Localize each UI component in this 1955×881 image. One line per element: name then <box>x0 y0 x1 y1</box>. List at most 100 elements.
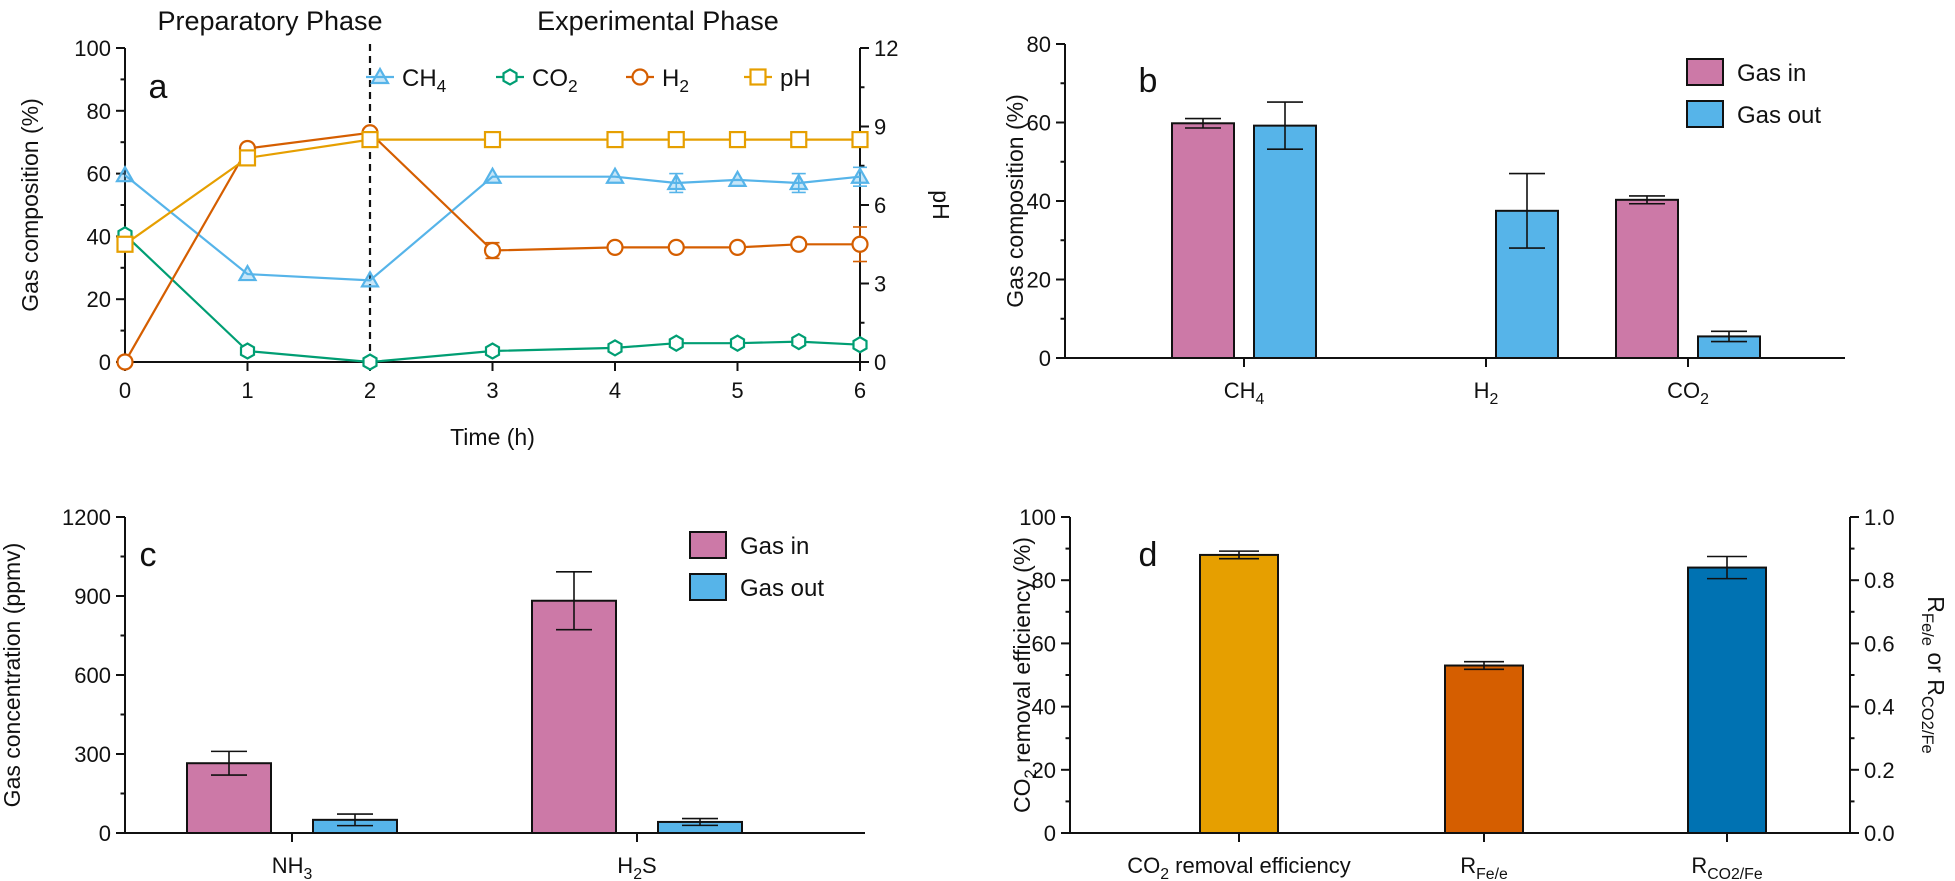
a-point-ch4 <box>360 270 380 288</box>
b-legend-swatch <box>1686 100 1724 128</box>
b-category-label-part: 2 <box>1490 391 1499 408</box>
c-category-label-part: H <box>617 853 633 878</box>
a-panel-letter: a <box>149 68 168 106</box>
a-legend-label-part: H <box>662 65 679 92</box>
d-y2-label-part: Fe/e <box>1918 613 1937 646</box>
b-bar <box>1615 198 1679 359</box>
c-legend-swatch <box>689 573 727 601</box>
d-y2-tick-label: 0.8 <box>1864 568 1895 593</box>
d-category-label: RCO2/Fe <box>1691 853 1763 881</box>
c-legend-label: Gas in <box>740 533 809 560</box>
a-x-tick-label: 3 <box>486 378 498 403</box>
a-y2-label: pH <box>928 190 954 219</box>
b-panel-letter: b <box>1139 62 1158 100</box>
c-category-label-part: NH <box>272 853 304 878</box>
a-legend-label: CO2 <box>532 65 578 96</box>
d-y2-label-part: R <box>1923 596 1949 613</box>
b-y-tick-label: 40 <box>1027 189 1051 214</box>
a-point-ph <box>606 130 624 149</box>
a-point-ph <box>851 130 869 149</box>
a-series-line-ph <box>124 138 860 246</box>
d-panel-letter: d <box>1139 536 1158 574</box>
c-y-tick-label: 900 <box>74 584 111 609</box>
d-y2-tick-label: 0.4 <box>1864 695 1895 720</box>
d-y-tick-label: 100 <box>1019 505 1056 530</box>
b-category-label: CO2 <box>1667 378 1709 408</box>
c-y-tick-label: 600 <box>74 663 111 688</box>
a-legend-label-part: 4 <box>437 76 447 96</box>
c-category-label-part: S <box>642 853 657 878</box>
a-series-line-ch4 <box>124 174 861 282</box>
a-point-ch4 <box>482 166 503 184</box>
d-bar <box>1199 553 1279 834</box>
b-legend-label: Gas out <box>1737 102 1821 129</box>
b-category-label: H2 <box>1474 378 1499 408</box>
d-y2-tick-label: 1.0 <box>1864 505 1895 530</box>
b-category-label-part: 2 <box>1700 391 1709 408</box>
a-point-ph <box>116 235 134 253</box>
a-y2-tick-label: 6 <box>874 193 886 218</box>
a-y-tick-label: 100 <box>74 36 111 61</box>
d-y-tick-label: 20 <box>1032 758 1056 783</box>
b-bar <box>1171 122 1235 359</box>
a-point-h2 <box>667 238 685 256</box>
b-y-tick-label: 80 <box>1027 32 1051 57</box>
a-legend-label-part: CO <box>532 65 568 92</box>
d-bar <box>1444 664 1524 835</box>
a-y2-tick-label: 3 <box>874 272 886 297</box>
d-y2-label-part: or R <box>1923 646 1949 696</box>
a-point-ch4 <box>727 169 748 187</box>
a-point-h2 <box>790 235 808 253</box>
a-point-ch4 <box>788 172 809 191</box>
a-point-ph <box>790 130 808 149</box>
d-y-label-part: CO <box>1009 778 1035 813</box>
d-category-label-part: R <box>1460 853 1476 878</box>
a-point-co2 <box>484 342 501 360</box>
b-bar <box>1253 124 1317 359</box>
a-point-ph <box>728 130 747 149</box>
a-point-co2 <box>668 334 684 352</box>
d-y-label-part: 2 <box>1021 769 1040 778</box>
d-category-label-part: Fe/e <box>1476 866 1508 881</box>
a-point-co2 <box>852 335 868 354</box>
b-y-tick-label: 60 <box>1027 111 1051 136</box>
c-category-label-part: 2 <box>633 866 642 881</box>
a-point-h2 <box>728 238 747 256</box>
a-legend-marker <box>502 68 518 86</box>
c-y-label: Gas concentration (ppmv) <box>0 543 25 808</box>
a-x-tick-label: 4 <box>609 378 621 403</box>
d-y-tick-label: 0 <box>1044 821 1056 846</box>
a-x-tick-label: 5 <box>731 378 743 403</box>
d-y2-tick-label: 0.0 <box>1864 821 1895 846</box>
c-bar <box>531 599 617 834</box>
b-legend-swatch <box>1686 58 1724 86</box>
c-category-label: NH3 <box>272 853 313 881</box>
a-y2-tick-label: 0 <box>874 350 886 375</box>
a-point-ch4 <box>115 164 135 183</box>
d-y-tick-label: 60 <box>1032 631 1056 656</box>
a-x-tick-label: 0 <box>119 378 131 403</box>
a-y2-tick-label: 9 <box>874 115 886 140</box>
d-category-label-part: 2 <box>1160 866 1169 881</box>
a-y-tick-label: 80 <box>87 99 111 124</box>
a-legend-label: pH <box>780 65 811 92</box>
a-y2-tick-label: 12 <box>874 36 898 61</box>
a-point-co2 <box>729 334 746 352</box>
d-y-tick-label: 40 <box>1032 695 1056 720</box>
a-legend-label: CH4 <box>402 65 447 96</box>
b-category-label-part: 4 <box>1255 391 1264 408</box>
a-phase-label: Experimental Phase <box>537 6 779 36</box>
c-y-tick-label: 0 <box>99 821 111 846</box>
c-category-label: H2S <box>617 853 656 881</box>
a-x-tick-label: 6 <box>854 378 866 403</box>
a-legend-label-part: 2 <box>568 76 578 96</box>
b-category-label-part: H <box>1474 378 1490 403</box>
a-x-tick-label: 2 <box>364 378 376 403</box>
d-y-label: CO2 removal efficiency (%) <box>1009 537 1040 813</box>
a-point-h2 <box>606 238 624 256</box>
d-y2-label: RFe/e or RCO2/Fe <box>1918 596 1949 754</box>
a-x-label: Time (h) <box>450 424 535 450</box>
d-category-label: CO2 removal efficiency <box>1127 853 1351 881</box>
a-y-tick-label: 0 <box>99 350 111 375</box>
